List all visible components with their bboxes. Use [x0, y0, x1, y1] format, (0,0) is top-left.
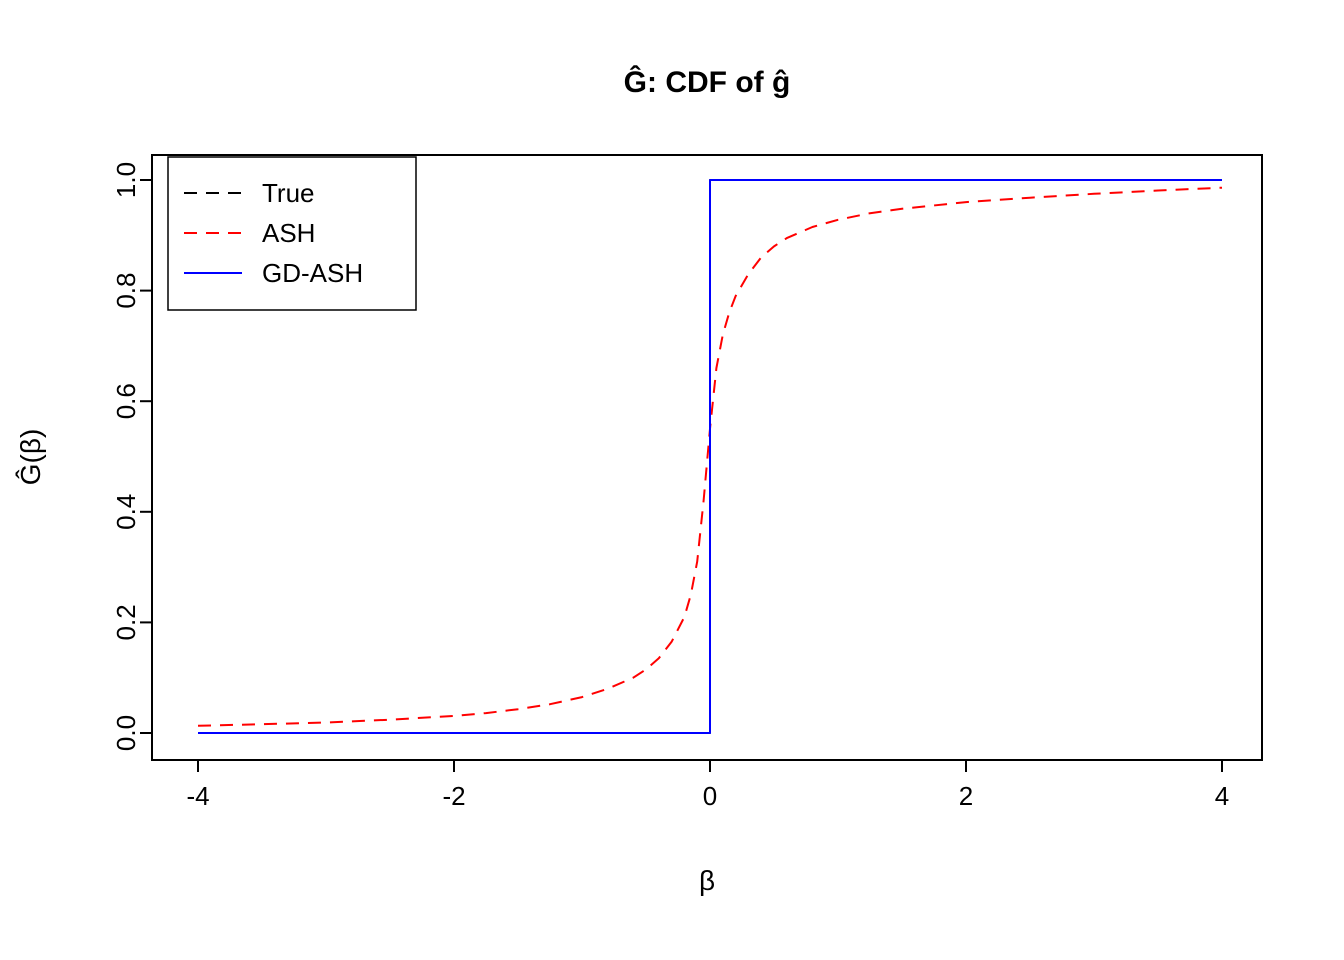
x-tick-label: 2 — [959, 781, 973, 811]
y-tick-label: 0.2 — [111, 604, 141, 640]
y-axis-ticks: 0.0 0.2 0.4 0.6 0.8 1.0 — [111, 162, 152, 751]
x-axis-label: β — [699, 865, 715, 896]
y-axis-label: Ĝ(β) — [15, 429, 46, 486]
x-tick-label: -2 — [442, 781, 465, 811]
y-tick-label: 1.0 — [111, 162, 141, 198]
chart-title: Ĝ: CDF of ĝ — [624, 65, 791, 99]
y-tick-label: 0.4 — [111, 494, 141, 530]
series-line-ash — [197, 186, 1223, 727]
plot-border — [151, 154, 1263, 761]
legend-label-true: True — [262, 178, 315, 208]
x-tick-label: 4 — [1215, 781, 1229, 811]
legend-label-gd-ash: GD-ASH — [262, 258, 363, 288]
y-tick-label: 0.8 — [111, 273, 141, 309]
x-axis-ticks: -4 -2 0 2 4 — [186, 760, 1229, 811]
x-tick-label: -4 — [186, 781, 209, 811]
y-tick-label: 0.0 — [111, 715, 141, 751]
series-lines — [197, 179, 1223, 734]
x-tick-label: 0 — [703, 781, 717, 811]
legend: True ASH GD-ASH — [167, 156, 417, 311]
legend-label-ash: ASH — [262, 218, 315, 248]
y-tick-label: 0.6 — [111, 383, 141, 419]
series-line-gd-ash — [198, 179, 1222, 734]
